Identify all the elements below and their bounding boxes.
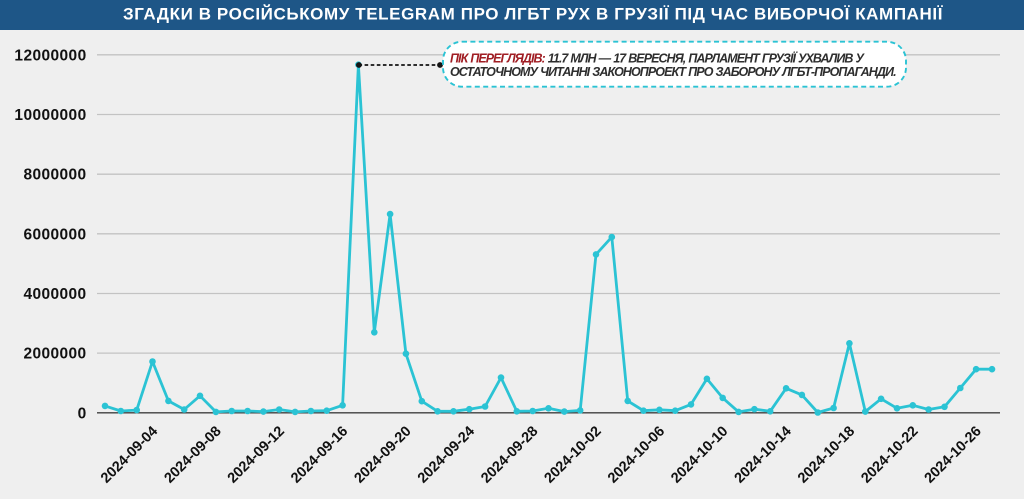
svg-text:4000000: 4000000 <box>23 286 86 303</box>
svg-text:2000000: 2000000 <box>23 346 86 363</box>
svg-text:6000000: 6000000 <box>23 226 86 243</box>
svg-text:ЗГАДКИ В РОСІЙСЬКОМУ TELEGRAM: ЗГАДКИ В РОСІЙСЬКОМУ TELEGRAM ПРО ЛГБТ Р… <box>123 5 944 24</box>
svg-text:ПІК ПЕРЕГЛЯДІВ: 11.7 МЛН — 17: ПІК ПЕРЕГЛЯДІВ: 11.7 МЛН — 17 ВЕРЕСНЯ, П… <box>450 51 866 66</box>
svg-text:ОСТАТОЧНОМУ ЧИТАННІ ЗАКОНОПРОЕ: ОСТАТОЧНОМУ ЧИТАННІ ЗАКОНОПРОЕКТ ПРО ЗАБ… <box>450 65 896 79</box>
svg-text:10000000: 10000000 <box>14 107 86 124</box>
svg-text:12000000: 12000000 <box>14 47 86 64</box>
svg-text:0: 0 <box>78 405 87 422</box>
svg-text:8000000: 8000000 <box>23 167 86 184</box>
